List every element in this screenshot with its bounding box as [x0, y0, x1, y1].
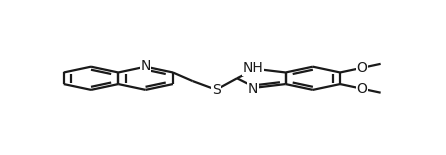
Text: N: N	[248, 82, 258, 96]
Text: NH: NH	[242, 61, 263, 75]
Text: S: S	[212, 83, 220, 97]
Text: O: O	[356, 82, 368, 96]
Text: O: O	[356, 61, 368, 75]
Text: N: N	[140, 59, 151, 73]
